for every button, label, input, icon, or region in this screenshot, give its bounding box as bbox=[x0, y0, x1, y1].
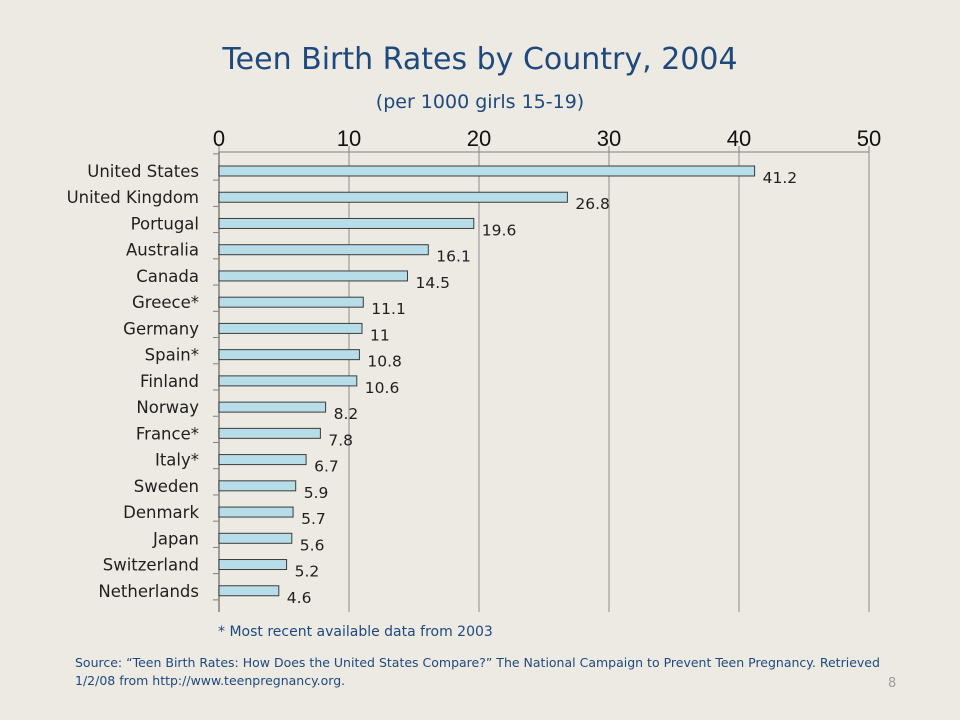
bar bbox=[218, 480, 297, 492]
category-label: Sweden bbox=[134, 477, 199, 496]
data-label: 19.6 bbox=[482, 221, 517, 239]
bar bbox=[218, 375, 358, 387]
category-label: Canada bbox=[136, 267, 199, 286]
category-label: Netherlands bbox=[98, 582, 199, 601]
data-label: 11 bbox=[370, 326, 390, 344]
x-tick-label: 10 bbox=[337, 126, 361, 151]
bar bbox=[218, 191, 568, 203]
bar bbox=[218, 270, 408, 282]
bar bbox=[218, 585, 280, 597]
category-label: Portugal bbox=[131, 214, 199, 233]
data-label: 41.2 bbox=[763, 169, 798, 187]
category-label: Japan bbox=[152, 529, 199, 548]
bar bbox=[218, 559, 288, 571]
data-label: 10.8 bbox=[367, 353, 402, 371]
x-tick-label: 0 bbox=[213, 126, 225, 151]
x-tick-label: 40 bbox=[727, 126, 751, 151]
chart-subtitle: (per 1000 girls 15-19) bbox=[375, 91, 585, 113]
data-label: 5.7 bbox=[301, 510, 326, 528]
source-citation: Source: “Teen Birth Rates: How Does the … bbox=[75, 655, 880, 688]
x-tick-label: 50 bbox=[857, 126, 881, 151]
category-label: United Kingdom bbox=[67, 188, 199, 207]
data-label: 8.2 bbox=[334, 405, 359, 423]
bar bbox=[218, 165, 756, 177]
data-label: 6.7 bbox=[314, 458, 339, 476]
data-label: 16.1 bbox=[436, 248, 471, 266]
x-tick-label: 30 bbox=[597, 126, 621, 151]
x-tick-label: 20 bbox=[467, 126, 491, 151]
data-label: 5.2 bbox=[295, 563, 320, 581]
data-label: 26.8 bbox=[575, 195, 610, 213]
bar bbox=[218, 532, 293, 544]
category-label: Italy* bbox=[155, 451, 199, 470]
category-label: Denmark bbox=[123, 503, 199, 522]
category-label: Greece* bbox=[132, 293, 199, 312]
chart-title: Teen Birth Rates by Country, 2004 bbox=[222, 42, 738, 77]
data-label: 10.6 bbox=[365, 379, 400, 397]
data-label: 11.1 bbox=[371, 300, 406, 318]
bar bbox=[218, 506, 294, 518]
bar bbox=[218, 296, 364, 308]
data-label: 14.5 bbox=[416, 274, 451, 292]
category-label: Australia bbox=[126, 241, 199, 260]
data-label: 5.9 bbox=[304, 484, 329, 502]
category-label: Spain* bbox=[145, 346, 199, 365]
bar bbox=[218, 401, 327, 413]
category-label: Germany bbox=[123, 319, 199, 338]
bar bbox=[218, 454, 307, 466]
bar bbox=[218, 217, 475, 229]
data-label: 7.8 bbox=[328, 431, 353, 449]
page-number: 8 bbox=[888, 676, 897, 691]
data-label: 4.6 bbox=[287, 589, 312, 607]
category-label: Norway bbox=[136, 398, 199, 417]
category-label: Switzerland bbox=[103, 556, 199, 575]
category-label: Finland bbox=[140, 372, 199, 391]
footnote: * Most recent available data from 2003 bbox=[218, 624, 493, 640]
bar bbox=[218, 244, 429, 256]
data-label: 5.6 bbox=[300, 536, 325, 554]
bar bbox=[218, 322, 363, 334]
category-label: France* bbox=[136, 424, 199, 443]
bar bbox=[218, 349, 360, 361]
bar bbox=[218, 427, 321, 439]
category-label: United States bbox=[87, 162, 199, 181]
